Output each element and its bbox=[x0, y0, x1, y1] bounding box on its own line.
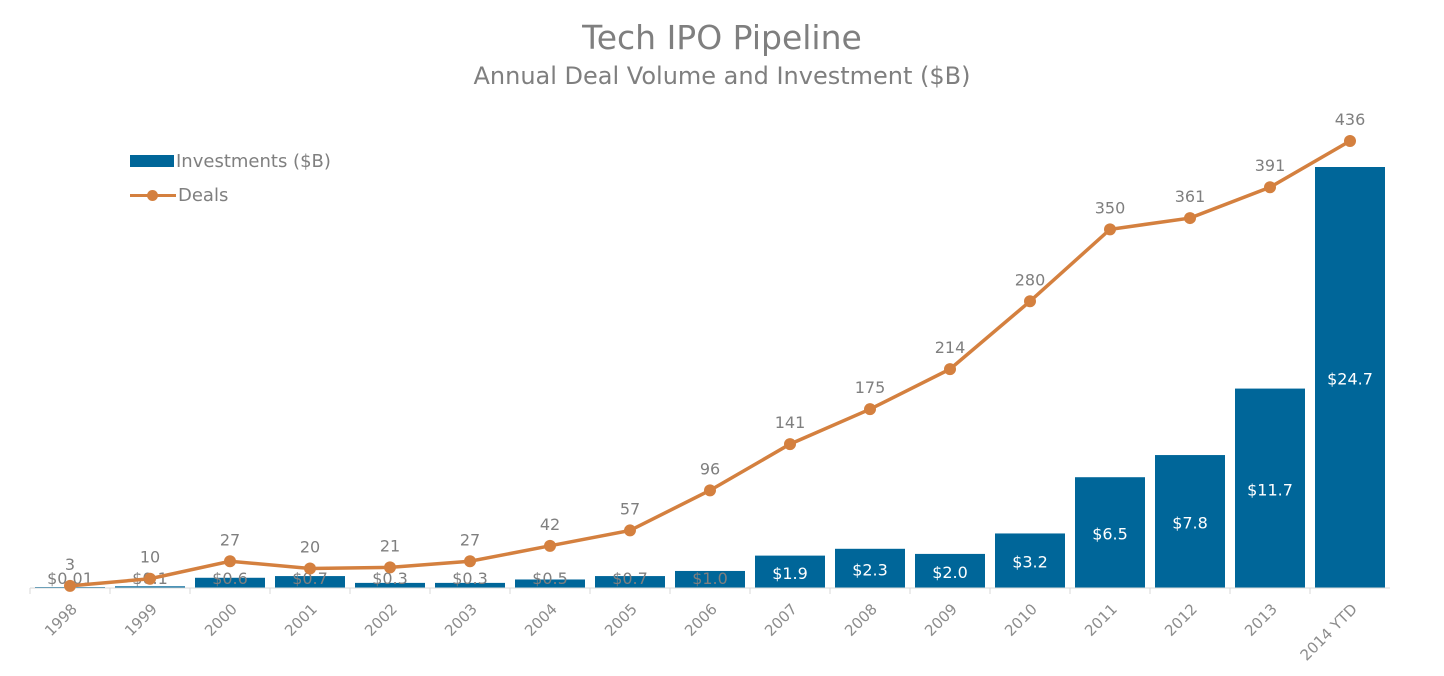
x-tick-label: 2014 YTD bbox=[1297, 600, 1361, 664]
bar-2001 bbox=[275, 576, 345, 588]
bar-label-2010: $3.2 bbox=[1012, 553, 1048, 572]
x-tick-label: 2005 bbox=[601, 600, 641, 640]
bar-label-2011: $6.5 bbox=[1092, 525, 1128, 544]
deals-point bbox=[1344, 135, 1356, 147]
deals-label: 10 bbox=[140, 548, 160, 567]
legend-label-investments: Investments ($B) bbox=[176, 150, 331, 172]
bar-1999 bbox=[115, 586, 185, 588]
deals-point bbox=[624, 524, 636, 537]
x-tick-label: 2012 bbox=[1161, 600, 1201, 640]
deals-point bbox=[1024, 295, 1036, 308]
bar-2006 bbox=[675, 570, 745, 588]
bar-label-2005: $0.7 bbox=[612, 569, 648, 588]
deals-label: 27 bbox=[220, 530, 240, 549]
deals-point bbox=[224, 555, 236, 568]
deals-label: 57 bbox=[620, 499, 640, 518]
bar-2014-ytd bbox=[1315, 167, 1385, 588]
deals-point bbox=[1264, 181, 1276, 194]
bar-2000 bbox=[195, 577, 265, 588]
chart-title: Tech IPO Pipeline bbox=[582, 18, 862, 57]
chart-legend: Investments ($B) Deals bbox=[130, 144, 331, 212]
deals-point bbox=[864, 403, 876, 416]
bar-2012 bbox=[1155, 455, 1225, 588]
x-tick-label: 2006 bbox=[681, 600, 721, 640]
deals-point bbox=[64, 579, 76, 592]
legend-label-deals: Deals bbox=[178, 184, 229, 206]
deals-label: 21 bbox=[380, 536, 400, 555]
bar-2010 bbox=[995, 533, 1065, 588]
legend-item-deals: Deals bbox=[130, 178, 331, 212]
bar-2008 bbox=[835, 548, 905, 588]
bar-label-2009: $2.0 bbox=[932, 563, 968, 582]
deals-label: 20 bbox=[300, 537, 320, 556]
bar-2013 bbox=[1235, 388, 1305, 588]
axis-layer: 1998 1999 2000 2001 2002 2003 2004 2005 2006 2007… bbox=[29, 587, 1390, 664]
bar-label-2006: $1.0 bbox=[692, 569, 728, 588]
x-tick-label: 2003 bbox=[441, 600, 481, 640]
x-tick-label: 2007 bbox=[761, 600, 801, 640]
bar-2003 bbox=[435, 582, 505, 588]
deals-label: 436 bbox=[1335, 110, 1366, 129]
bar-2004 bbox=[515, 579, 585, 588]
deals-label: 361 bbox=[1175, 187, 1206, 206]
bar-2009 bbox=[915, 553, 985, 588]
bar-label-2013: $11.7 bbox=[1247, 480, 1293, 499]
x-tick-label: 2008 bbox=[841, 600, 881, 640]
deals-point bbox=[1104, 223, 1116, 236]
deals-label: 175 bbox=[855, 378, 886, 397]
x-tick-label: 1999 bbox=[121, 600, 161, 640]
deals-line-layer: 3 10 27 20 21 27 42 57 96 141 175 214 280 350 361 391 43… bbox=[64, 110, 1365, 592]
x-tick-label: 2009 bbox=[921, 600, 961, 640]
bar-2011 bbox=[1075, 477, 1145, 588]
bar-label-2002: $0.3 bbox=[372, 569, 408, 588]
legend-item-investments: Investments ($B) bbox=[130, 144, 331, 178]
x-tick-label: 2004 bbox=[521, 600, 561, 640]
legend-swatch-investments bbox=[130, 155, 174, 167]
deals-label: 27 bbox=[460, 530, 480, 549]
bar-label-2012: $7.8 bbox=[1172, 514, 1208, 533]
bar-label-2001: $0.7 bbox=[292, 569, 328, 588]
chart-subtitle: Annual Deal Volume and Investment ($B) bbox=[473, 62, 971, 90]
deals-point bbox=[304, 562, 316, 575]
bars-layer: $0.01$0.1$0.6$0.7$0.3$0.3$0.5$0.7$1.0$1.… bbox=[35, 167, 1385, 588]
deals-point bbox=[384, 561, 396, 574]
deals-label: 3 bbox=[65, 555, 75, 574]
bar-label-2000: $0.6 bbox=[212, 569, 248, 588]
bar-label-2008: $2.3 bbox=[852, 560, 888, 579]
bar-2005 bbox=[595, 576, 665, 588]
deals-label: 391 bbox=[1255, 156, 1286, 175]
deals-label: 214 bbox=[935, 338, 966, 357]
deals-label: 42 bbox=[540, 515, 560, 534]
bar-label-2014-ytd: $24.7 bbox=[1327, 370, 1373, 389]
deals-point bbox=[144, 572, 156, 585]
x-tick-label: 2010 bbox=[1001, 600, 1041, 640]
x-tick-label: 2013 bbox=[1241, 600, 1281, 640]
deals-label: 350 bbox=[1095, 198, 1126, 217]
deals-label: 141 bbox=[775, 413, 806, 432]
bar-2007 bbox=[755, 555, 825, 588]
bar-label-2007: $1.9 bbox=[772, 564, 808, 583]
bar-2002 bbox=[355, 582, 425, 588]
deals-point bbox=[784, 438, 796, 451]
legend-swatch-deals bbox=[130, 189, 176, 201]
x-tick-label: 2001 bbox=[281, 600, 321, 640]
bar-label-2003: $0.3 bbox=[452, 569, 488, 588]
x-tick-label: 2002 bbox=[361, 600, 401, 640]
deals-point bbox=[1184, 212, 1196, 225]
deals-label: 96 bbox=[700, 459, 720, 478]
deals-label: 280 bbox=[1015, 270, 1046, 289]
x-tick-label: 2011 bbox=[1081, 600, 1121, 640]
deals-point bbox=[464, 555, 476, 568]
bar-label-2004: $0.5 bbox=[532, 569, 568, 588]
x-tick-label: 2000 bbox=[201, 600, 241, 640]
x-tick-label: 1998 bbox=[41, 600, 81, 640]
deals-point bbox=[704, 484, 716, 497]
deals-point bbox=[544, 539, 556, 552]
deals-point bbox=[944, 363, 956, 376]
